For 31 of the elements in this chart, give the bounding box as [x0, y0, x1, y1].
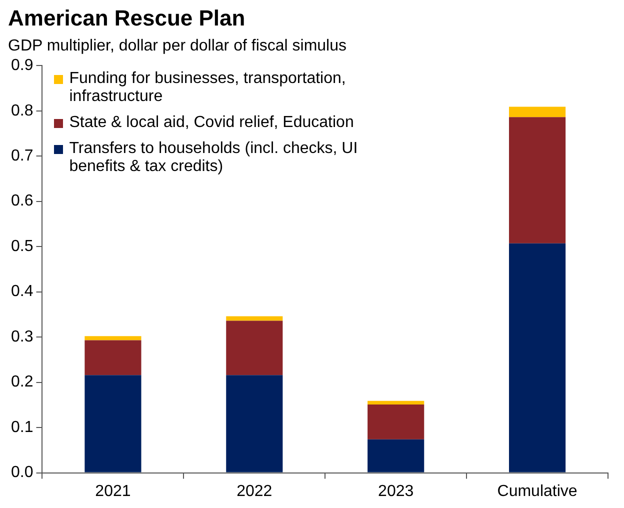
bar	[368, 404, 424, 440]
y-tick-label: 0.6	[10, 192, 34, 210]
bar	[84, 340, 142, 376]
y-tick-label: 0.5	[10, 238, 34, 255]
bar	[368, 439, 424, 472]
bar	[226, 320, 283, 376]
x-tick-label: 2023	[378, 482, 414, 500]
y-tick-label: 0.4	[10, 283, 34, 300]
chart-title: American Rescue Plan	[8, 5, 246, 30]
y-tick-label: 0.7	[10, 147, 34, 164]
bar	[508, 106, 566, 118]
bar	[84, 375, 142, 472]
bar	[84, 336, 142, 340]
x-tick-label: Cumulative	[497, 482, 578, 500]
y-tick-label: 0.8	[10, 102, 34, 120]
bar	[368, 400, 424, 404]
y-tick-label: 0.0	[10, 464, 34, 482]
bar	[226, 375, 283, 472]
bar	[508, 243, 566, 472]
x-tick-label: 2021	[95, 482, 131, 500]
legend-label: State & local aid, Covid relief, Education	[69, 114, 354, 132]
bar	[226, 316, 283, 321]
y-tick-label: 0.1	[10, 418, 34, 436]
y-tick-label: 0.9	[10, 57, 34, 74]
y-tick-label: 0.3	[10, 328, 34, 346]
y-tick-label: 0.2	[10, 374, 34, 391]
legend-label: Funding for businesses, transportation, infrastructure	[69, 70, 347, 106]
legend-label: Transfers to households (incl. checks, UI benefits & tax credits)	[69, 140, 359, 176]
bar	[508, 117, 566, 244]
chart-subtitle: GDP multiplier, dollar per dollar of fiscal simulus	[8, 37, 346, 54]
x-tick-label: 2022	[236, 482, 272, 500]
